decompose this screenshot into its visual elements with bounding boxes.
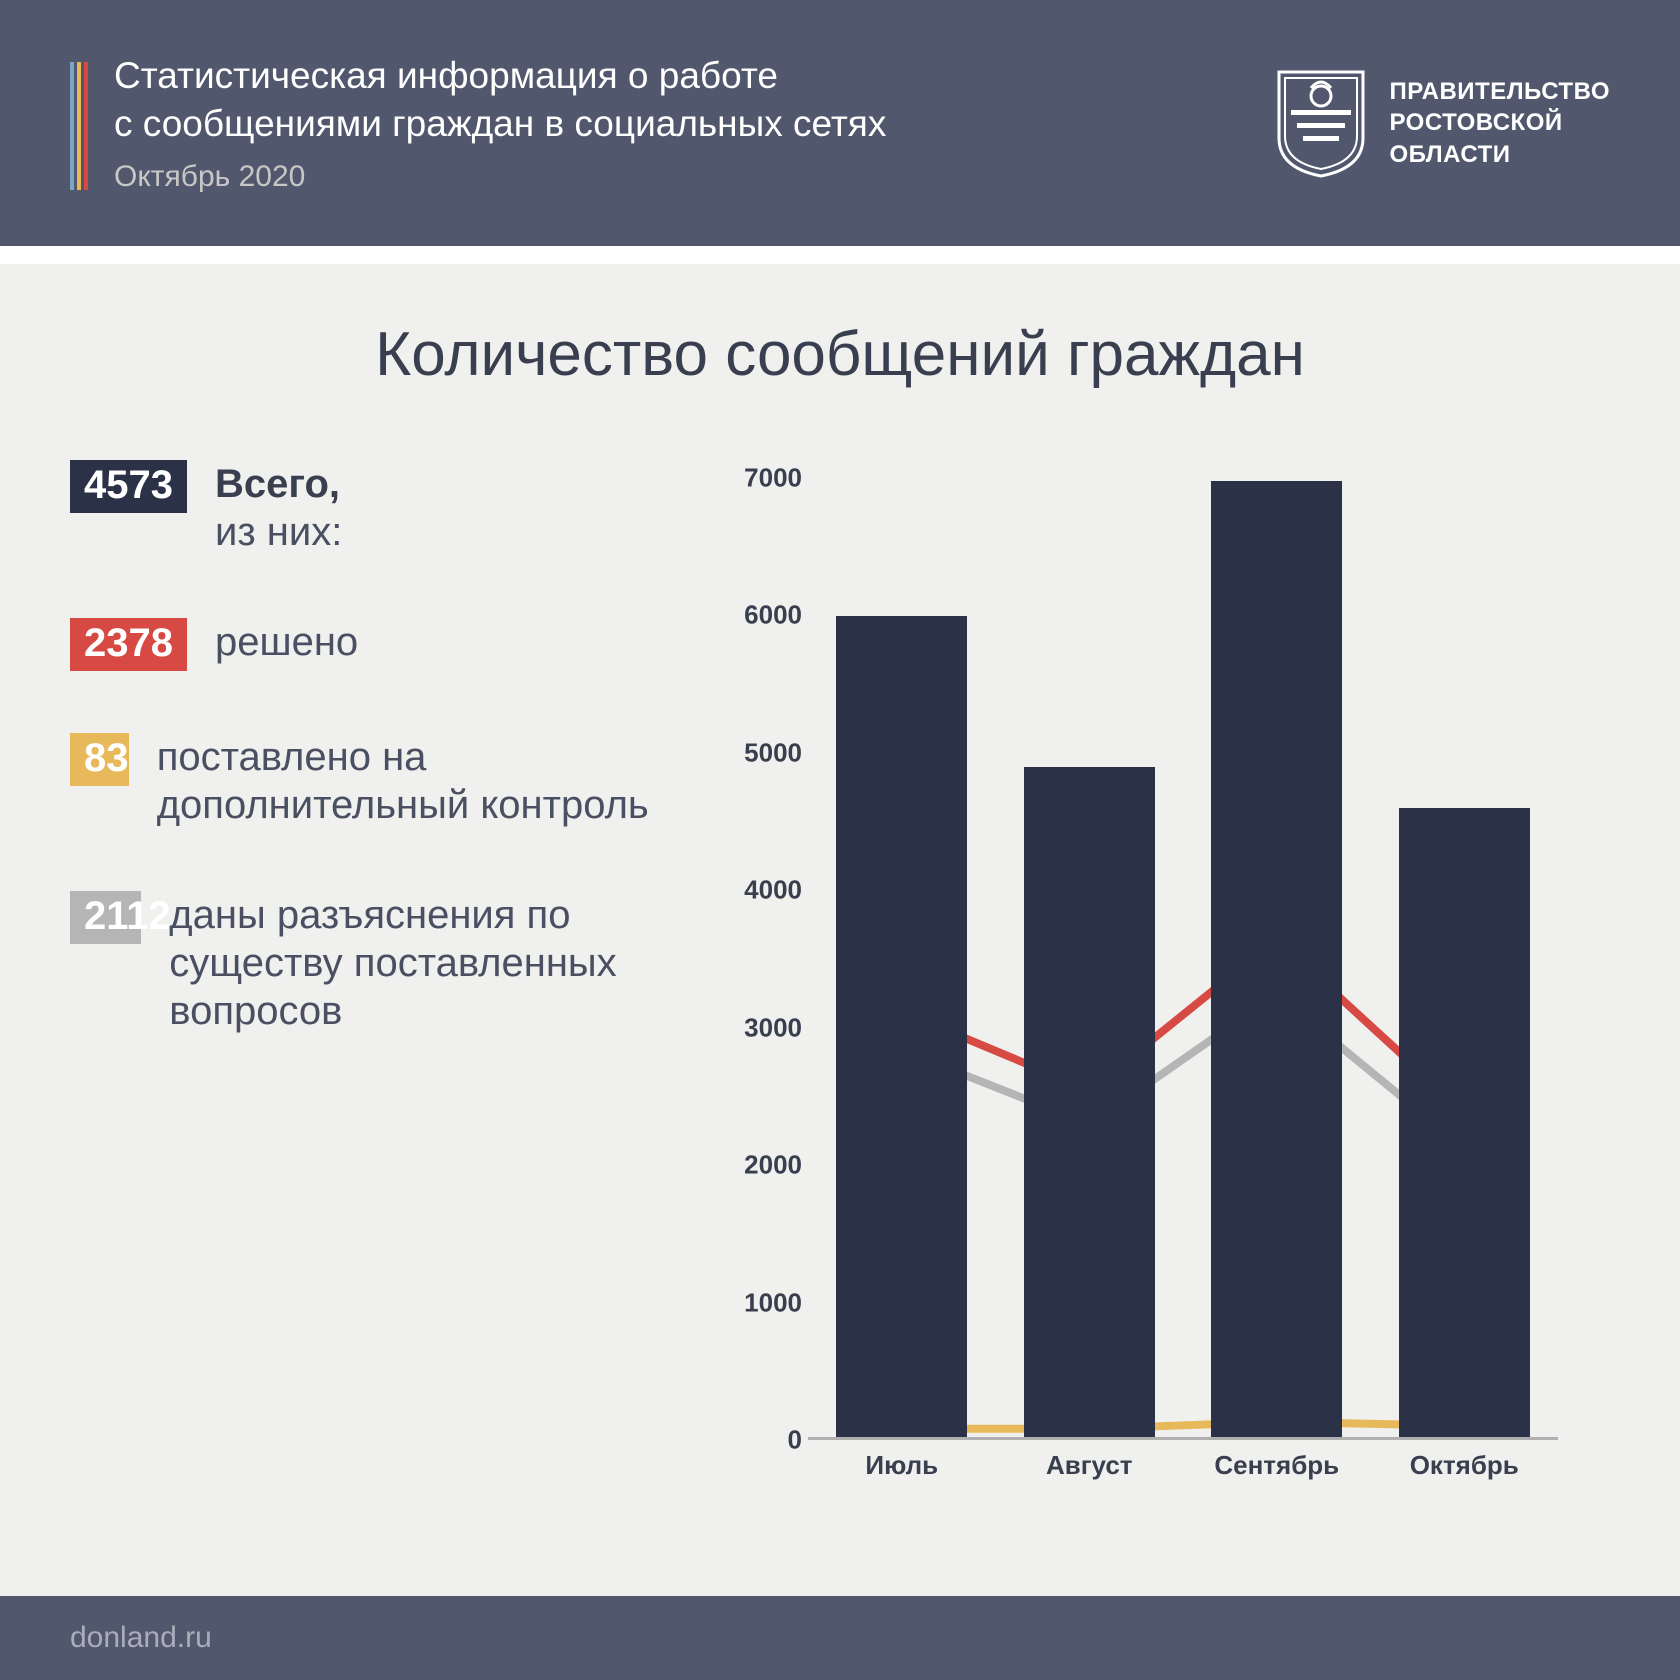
legend-item: 2112 даны разъяснения по существу поставл… <box>70 891 690 1035</box>
chart: ИюльАвгустСентябрьОктябрь 0 1000 2000 3000 4… <box>710 450 1580 1498</box>
legend-label: Всего,из них: <box>215 460 342 556</box>
header-title-line2: с сообщениями граждан в социальных сетях <box>114 100 886 148</box>
header-stripe <box>77 62 81 190</box>
chart-x-label: Август <box>996 1450 1184 1481</box>
chart-x-labels: ИюльАвгустСентябрьОктябрь <box>808 1450 1558 1481</box>
header-text-block: Статистическая информация о работе с соо… <box>114 52 886 194</box>
white-strip <box>0 246 1680 264</box>
header-left: Статистическая информация о работе с соо… <box>70 52 886 194</box>
legend-item: 4573 Всего,из них: <box>70 460 690 556</box>
chart-y-tick: 3000 <box>710 1012 802 1043</box>
gov-label-line1: ПРАВИТЕЛЬСТВО <box>1389 76 1610 107</box>
chart-y-tick: 1000 <box>710 1287 802 1318</box>
body: 4573 Всего,из них: 2378 решено 83 поставлено … <box>70 450 1610 1498</box>
gov-label: ПРАВИТЕЛЬСТВО РОСТОВСКОЙ ОБЛАСТИ <box>1389 76 1610 170</box>
chart-plot-area <box>808 450 1558 1440</box>
chart-y-tick: 2000 <box>710 1150 802 1181</box>
legend-badge: 2112 <box>70 891 141 944</box>
content: Количество сообщений граждан 4573 Всего,и… <box>0 264 1680 1596</box>
chart-x-label: Июль <box>808 1450 996 1481</box>
header-title-line1: Статистическая информация о работе <box>114 52 886 100</box>
header-stripes <box>70 62 88 190</box>
legend-label: даны разъяснения по существу поставленны… <box>169 891 690 1035</box>
main-title: Количество сообщений граждан <box>70 319 1610 390</box>
legend: 4573 Всего,из них: 2378 решено 83 поставлено … <box>70 450 690 1498</box>
legend-label: поставлено на дополнительный контроль <box>157 733 690 829</box>
header: Статистическая информация о работе с соо… <box>0 0 1680 246</box>
chart-bar <box>1399 808 1530 1437</box>
legend-item: 2378 решено <box>70 618 690 671</box>
gov-label-line3: ОБЛАСТИ <box>1389 139 1610 170</box>
header-subtitle: Октябрь 2020 <box>114 160 886 194</box>
header-right: ПРАВИТЕЛЬСТВО РОСТОВСКОЙ ОБЛАСТИ <box>1273 68 1610 178</box>
chart-x-label: Сентябрь <box>1183 1450 1371 1481</box>
chart-y-tick: 0 <box>710 1425 802 1456</box>
chart-line-control <box>903 1422 1464 1429</box>
legend-item: 83 поставлено на дополнительный контроль <box>70 733 690 829</box>
legend-badge: 2378 <box>70 618 187 671</box>
legend-badge: 4573 <box>70 460 187 513</box>
chart-bar <box>1211 481 1342 1437</box>
chart-bar <box>836 616 967 1437</box>
chart-x-label: Октябрь <box>1371 1450 1559 1481</box>
gov-label-line2: РОСТОВСКОЙ <box>1389 107 1610 138</box>
chart-y-tick: 5000 <box>710 737 802 768</box>
chart-y-tick: 7000 <box>710 462 802 493</box>
chart-y-tick: 4000 <box>710 875 802 906</box>
page: Статистическая информация о работе с соо… <box>0 0 1680 1680</box>
header-stripe <box>84 62 88 190</box>
footer: donland.ru <box>0 1596 1680 1680</box>
coat-of-arms-icon <box>1273 68 1369 178</box>
legend-badge: 83 <box>70 733 129 786</box>
legend-label: решено <box>215 618 358 666</box>
chart-y-tick: 6000 <box>710 600 802 631</box>
chart-wrap: ИюльАвгустСентябрьОктябрь 0 1000 2000 3000 4… <box>710 450 1610 1498</box>
header-stripe <box>70 62 74 190</box>
chart-bar <box>1024 767 1155 1437</box>
footer-url: donland.ru <box>70 1621 212 1655</box>
